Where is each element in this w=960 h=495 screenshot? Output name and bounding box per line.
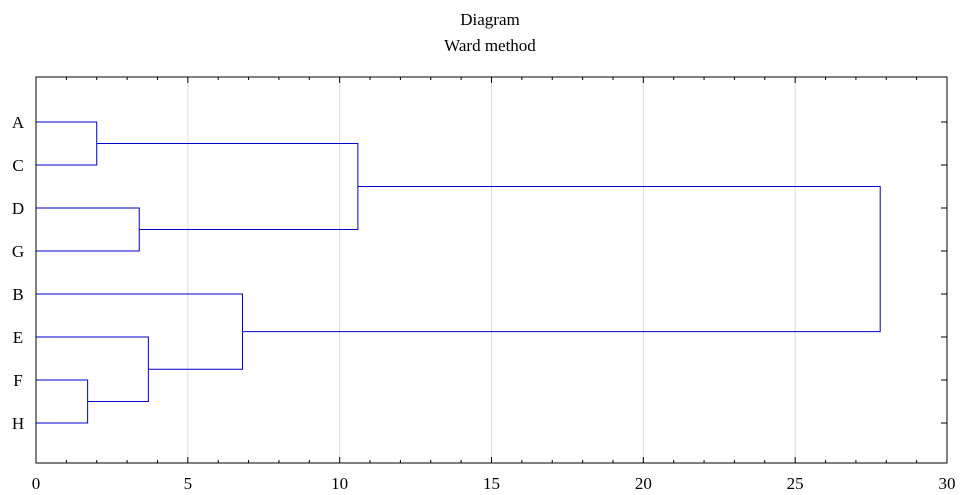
grid-lines xyxy=(187,77,796,463)
x-tick-label: 25 xyxy=(787,474,804,493)
x-tick-label: 30 xyxy=(939,474,956,493)
chart-title: Diagram xyxy=(460,10,519,29)
dendrogram-link-befh xyxy=(36,293,243,370)
leaf-label-c: C xyxy=(12,156,23,175)
dendrogram-link-acdg xyxy=(96,143,359,230)
leaf-label-f: F xyxy=(13,371,22,390)
dendrogram-link-fh xyxy=(36,379,89,424)
x-tick-label: 5 xyxy=(184,474,193,493)
leaf-labels: A C D G B E F H xyxy=(12,113,25,433)
x-tick-label: 20 xyxy=(635,474,652,493)
dendrogram-link-ac xyxy=(36,121,98,166)
x-tick-label: 0 xyxy=(32,474,41,493)
leaf-label-a: A xyxy=(12,113,25,132)
dendrogram-link-all xyxy=(242,186,881,333)
x-tick-labels: 0 5 10 15 20 25 30 xyxy=(32,474,956,493)
x-tick-label: 15 xyxy=(483,474,500,493)
leaf-label-e: E xyxy=(13,328,23,347)
leaf-label-g: G xyxy=(12,242,24,261)
x-tick-label: 10 xyxy=(331,474,348,493)
leaf-label-d: D xyxy=(12,199,24,218)
leaf-label-h: H xyxy=(12,414,24,433)
leaf-label-b: B xyxy=(12,285,23,304)
dendrogram-link-dg xyxy=(36,207,140,252)
chart-subtitle: Ward method xyxy=(444,36,536,55)
dendrogram-link-efh xyxy=(36,336,149,402)
dendrogram-links xyxy=(36,121,881,424)
